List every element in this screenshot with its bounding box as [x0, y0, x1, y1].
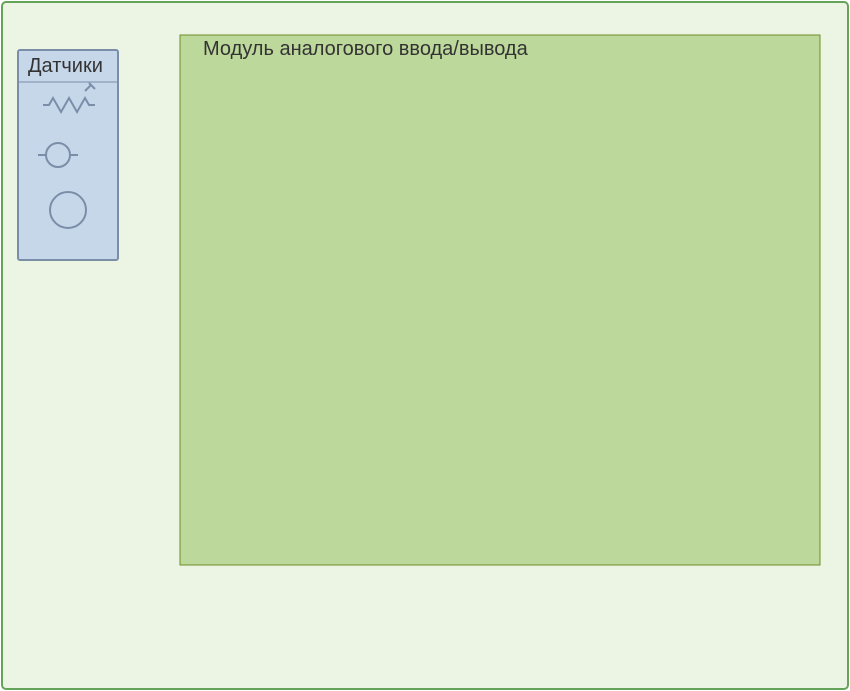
module-title: Модуль аналогового ввода/вывода: [203, 38, 529, 60]
analog-io-module: [180, 35, 820, 565]
sensors-title: Датчики: [28, 55, 103, 77]
